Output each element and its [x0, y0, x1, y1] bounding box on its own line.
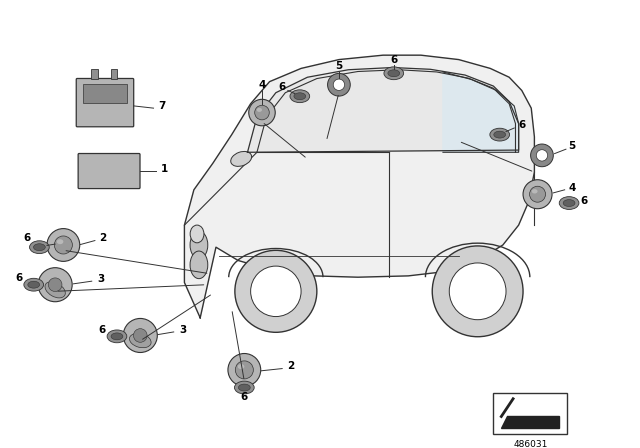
Circle shape	[249, 99, 275, 126]
Circle shape	[228, 353, 260, 386]
Ellipse shape	[129, 333, 151, 348]
Circle shape	[523, 180, 552, 209]
Ellipse shape	[29, 241, 49, 254]
Text: 6: 6	[580, 196, 588, 206]
Circle shape	[536, 150, 548, 161]
Bar	[111, 69, 117, 79]
Polygon shape	[248, 68, 518, 152]
Ellipse shape	[57, 239, 63, 244]
FancyBboxPatch shape	[76, 78, 134, 127]
Ellipse shape	[294, 93, 306, 99]
Text: 2: 2	[287, 362, 294, 371]
Text: 5: 5	[335, 61, 342, 71]
Ellipse shape	[559, 197, 579, 210]
Text: 6: 6	[15, 273, 22, 283]
Ellipse shape	[111, 333, 123, 340]
Ellipse shape	[238, 364, 244, 369]
Text: 6: 6	[390, 55, 397, 65]
Circle shape	[54, 236, 72, 254]
Polygon shape	[443, 72, 518, 152]
Ellipse shape	[231, 151, 252, 166]
Circle shape	[531, 144, 554, 167]
Ellipse shape	[490, 128, 509, 141]
Circle shape	[529, 186, 545, 202]
FancyBboxPatch shape	[78, 154, 140, 189]
Bar	[91, 69, 98, 79]
Ellipse shape	[388, 70, 400, 77]
Ellipse shape	[239, 384, 250, 391]
Circle shape	[449, 263, 506, 320]
Ellipse shape	[532, 189, 538, 194]
Circle shape	[251, 266, 301, 317]
Circle shape	[124, 319, 157, 353]
Circle shape	[134, 329, 147, 342]
Circle shape	[38, 268, 72, 302]
Ellipse shape	[494, 131, 506, 138]
Ellipse shape	[257, 108, 262, 112]
Text: 6: 6	[241, 392, 248, 402]
Ellipse shape	[24, 278, 44, 291]
Ellipse shape	[290, 90, 310, 103]
Ellipse shape	[33, 244, 45, 250]
Bar	[493, 393, 567, 434]
Text: 6: 6	[278, 82, 286, 91]
Ellipse shape	[45, 282, 65, 298]
Ellipse shape	[107, 330, 127, 343]
Ellipse shape	[190, 231, 208, 259]
Text: 2: 2	[99, 233, 106, 243]
Ellipse shape	[234, 381, 254, 394]
Text: 1: 1	[161, 164, 168, 174]
Text: 6: 6	[518, 120, 525, 130]
Circle shape	[49, 278, 62, 292]
Polygon shape	[184, 55, 534, 318]
Text: 4: 4	[568, 183, 576, 193]
Text: 3: 3	[97, 274, 104, 284]
Circle shape	[333, 79, 344, 90]
Circle shape	[328, 73, 350, 96]
Ellipse shape	[190, 251, 208, 279]
Circle shape	[236, 361, 253, 379]
Text: 4: 4	[259, 80, 266, 90]
Ellipse shape	[563, 200, 575, 207]
Polygon shape	[501, 417, 559, 428]
Circle shape	[432, 246, 523, 337]
Text: 6: 6	[23, 233, 31, 243]
Circle shape	[255, 105, 269, 120]
Ellipse shape	[28, 281, 40, 288]
Circle shape	[47, 228, 80, 261]
Bar	[83, 84, 127, 103]
Text: 7: 7	[159, 101, 166, 111]
Text: 486031: 486031	[513, 439, 548, 448]
Ellipse shape	[384, 67, 404, 80]
Circle shape	[235, 250, 317, 332]
Text: 3: 3	[179, 325, 186, 335]
Ellipse shape	[190, 225, 204, 243]
Text: 5: 5	[568, 141, 576, 151]
Text: 6: 6	[99, 325, 106, 335]
